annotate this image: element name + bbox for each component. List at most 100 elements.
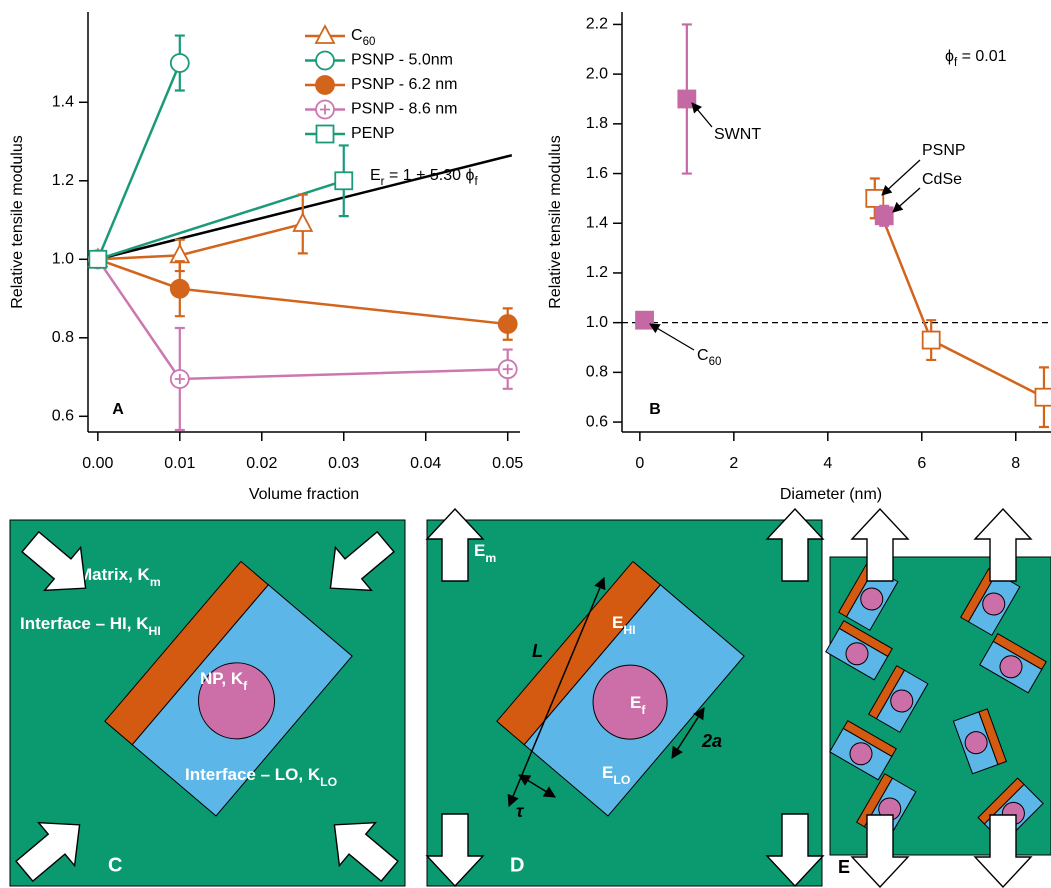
panel-label: C bbox=[108, 854, 122, 876]
subscript: 60 bbox=[709, 356, 722, 368]
marker bbox=[636, 312, 653, 329]
text-run: E bbox=[370, 167, 381, 184]
legend-label: PSNP - 5.0nm bbox=[351, 52, 453, 69]
y-tick-label: 1.0 bbox=[52, 251, 74, 268]
panel-label: A bbox=[112, 401, 124, 418]
annotation: C60 bbox=[697, 347, 721, 368]
series-line bbox=[98, 259, 508, 324]
text-run: K bbox=[136, 614, 149, 633]
subscript: f bbox=[474, 176, 478, 188]
marker bbox=[171, 370, 189, 388]
y-axis-title: Relative tensile modulus bbox=[9, 135, 26, 308]
subscript: HI bbox=[149, 624, 161, 638]
annotation-arrow bbox=[882, 160, 920, 195]
series-line bbox=[98, 224, 303, 259]
x-tick-label: 8 bbox=[1011, 455, 1020, 472]
marker bbox=[876, 207, 893, 224]
annotation-arrow bbox=[650, 324, 694, 350]
text-run: Interface – LO, bbox=[185, 765, 308, 784]
text-run: = 0.01 bbox=[957, 48, 1006, 65]
text-run: K bbox=[231, 669, 244, 688]
series-line bbox=[875, 198, 1044, 397]
text-run: = 1 + 5.30 ϕ bbox=[385, 167, 475, 184]
x-tick-label: 0.04 bbox=[410, 455, 441, 472]
label: 2a bbox=[701, 731, 722, 751]
marker bbox=[499, 315, 517, 333]
subscript: m bbox=[485, 551, 496, 565]
panel-label: E bbox=[838, 857, 850, 877]
text-run: K bbox=[138, 565, 151, 584]
marker bbox=[316, 101, 334, 119]
y-tick-label: 2.0 bbox=[586, 65, 608, 82]
x-tick-label: 4 bbox=[823, 455, 832, 472]
fit-label: Er = 1 + 5.30 ϕf bbox=[370, 167, 478, 188]
y-tick-label: 0.8 bbox=[52, 329, 74, 346]
subscript: HI bbox=[623, 623, 635, 637]
marker bbox=[294, 214, 312, 231]
subscript: LO bbox=[613, 773, 630, 787]
subscript: 60 bbox=[363, 36, 376, 48]
annotation: ϕf = 0.01 bbox=[945, 48, 1007, 69]
text-run: K bbox=[308, 765, 321, 784]
y-tick-label: 1.0 bbox=[586, 314, 608, 331]
series-line bbox=[98, 259, 508, 379]
legend-label: PENP bbox=[351, 125, 395, 142]
subscript: m bbox=[150, 575, 161, 589]
series-line bbox=[98, 63, 180, 259]
text-run: E bbox=[630, 693, 641, 712]
x-tick-label: 6 bbox=[917, 455, 926, 472]
text-run: ϕ bbox=[945, 48, 954, 65]
marker bbox=[316, 76, 334, 94]
x-tick-label: 0 bbox=[635, 455, 644, 472]
y-tick-label: 1.4 bbox=[52, 93, 74, 110]
panel-d: Em EHI L Ef 2a ELO τ D bbox=[427, 520, 822, 886]
text-run: C bbox=[697, 347, 709, 364]
text-run: E bbox=[474, 541, 485, 560]
marker bbox=[335, 172, 352, 189]
x-tick-label: 0.05 bbox=[492, 455, 523, 472]
marker bbox=[317, 126, 334, 143]
annotation-arrow bbox=[893, 188, 920, 212]
marker bbox=[89, 251, 106, 268]
legend-label: C60 bbox=[351, 27, 375, 48]
subscript: LO bbox=[320, 775, 337, 789]
legend-label: PSNP - 6.2 nm bbox=[351, 76, 457, 93]
y-tick-label: 0.6 bbox=[52, 408, 74, 425]
text-run: E bbox=[602, 763, 613, 782]
x-tick-label: 0.02 bbox=[246, 455, 277, 472]
marker bbox=[316, 52, 334, 70]
x-tick-label: 0.01 bbox=[164, 455, 195, 472]
text-run: E bbox=[612, 613, 623, 632]
panel-label: B bbox=[649, 401, 661, 418]
text-run: C bbox=[351, 27, 363, 44]
marker bbox=[171, 54, 189, 72]
x-tick-label: 0.00 bbox=[82, 455, 113, 472]
marker bbox=[866, 190, 883, 207]
panel-e bbox=[826, 557, 1051, 855]
text-run: NP, bbox=[200, 669, 231, 688]
figure: 0.60.81.01.21.40.000.010.020.030.040.05V… bbox=[0, 0, 1051, 888]
charts: 0.60.81.01.21.40.000.010.020.030.040.05V… bbox=[9, 12, 1051, 503]
y-tick-label: 1.4 bbox=[586, 214, 608, 231]
legend-label: PSNP - 8.6 nm bbox=[351, 101, 457, 118]
y-axis-title: Relative tensile modulus bbox=[547, 135, 564, 308]
x-axis-title: Diameter (nm) bbox=[780, 486, 882, 503]
y-tick-label: 0.8 bbox=[586, 364, 608, 381]
y-tick-label: 1.2 bbox=[52, 172, 74, 189]
x-tick-label: 0.03 bbox=[328, 455, 359, 472]
y-tick-label: 0.6 bbox=[586, 413, 608, 430]
marker bbox=[1035, 389, 1051, 406]
annotation: SWNT bbox=[714, 126, 761, 143]
annotation: PSNP bbox=[922, 142, 966, 159]
marker bbox=[499, 360, 517, 378]
text-run: Matrix, bbox=[78, 565, 138, 584]
panel-label: D bbox=[510, 854, 524, 876]
y-tick-label: 1.2 bbox=[586, 264, 608, 281]
text-run: Interface – HI, bbox=[20, 614, 136, 633]
marker bbox=[316, 26, 334, 43]
y-tick-label: 1.8 bbox=[586, 115, 608, 132]
y-tick-label: 1.6 bbox=[586, 165, 608, 182]
annotation-arrow bbox=[692, 103, 712, 127]
